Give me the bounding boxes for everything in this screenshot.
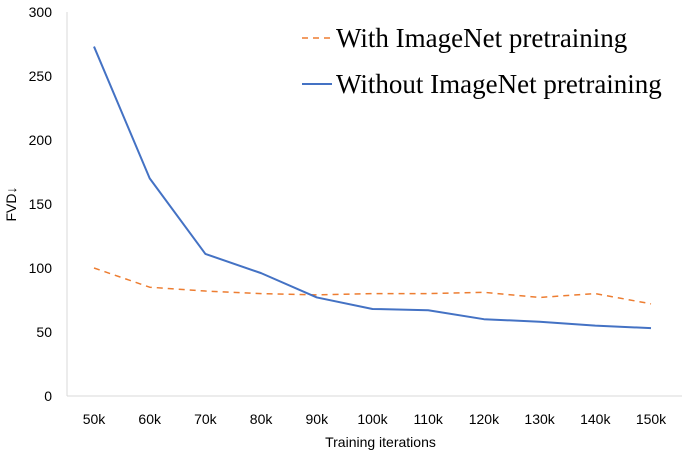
x-axis-title: Training iterations <box>325 434 436 450</box>
y-tick-label: 0 <box>44 388 52 404</box>
y-tick-label: 100 <box>29 260 53 276</box>
legend: With ImageNet pretraining Without ImageNe… <box>302 23 662 99</box>
y-tick-label: 200 <box>29 132 53 148</box>
x-tick-label: 110k <box>414 411 444 427</box>
legend-label: Without ImageNet pretraining <box>336 69 662 99</box>
series-layer <box>93 46 652 330</box>
x-tick-label: 120k <box>469 411 500 427</box>
x-axis-tick-labels: 50k 60k 70k 80k 90k 100k 110k 120k 130k 140k 150k <box>83 411 667 427</box>
y-axis-tick-labels: 0 50 100 150 200 250 300 <box>29 4 53 404</box>
x-tick-label: 100k <box>357 411 388 427</box>
x-tick-label: 60k <box>138 411 162 427</box>
x-tick-label: 80k <box>250 411 274 427</box>
x-tick-label: 70k <box>194 411 218 427</box>
y-tick-label: 250 <box>29 68 53 84</box>
x-tick-label: 90k <box>306 411 330 427</box>
y-tick-label: 300 <box>29 4 53 20</box>
legend-label: With ImageNet pretraining <box>336 23 627 53</box>
y-tick-label: 150 <box>29 196 53 212</box>
y-axis-title: FVD↓ <box>3 187 19 222</box>
x-tick-label: 150k <box>636 411 667 427</box>
x-tick-label: 130k <box>524 411 555 427</box>
x-tick-label: 140k <box>580 411 611 427</box>
x-tick-label: 50k <box>83 411 107 427</box>
series-line-with-pretraining <box>93 267 652 305</box>
y-tick-label: 50 <box>36 324 52 340</box>
